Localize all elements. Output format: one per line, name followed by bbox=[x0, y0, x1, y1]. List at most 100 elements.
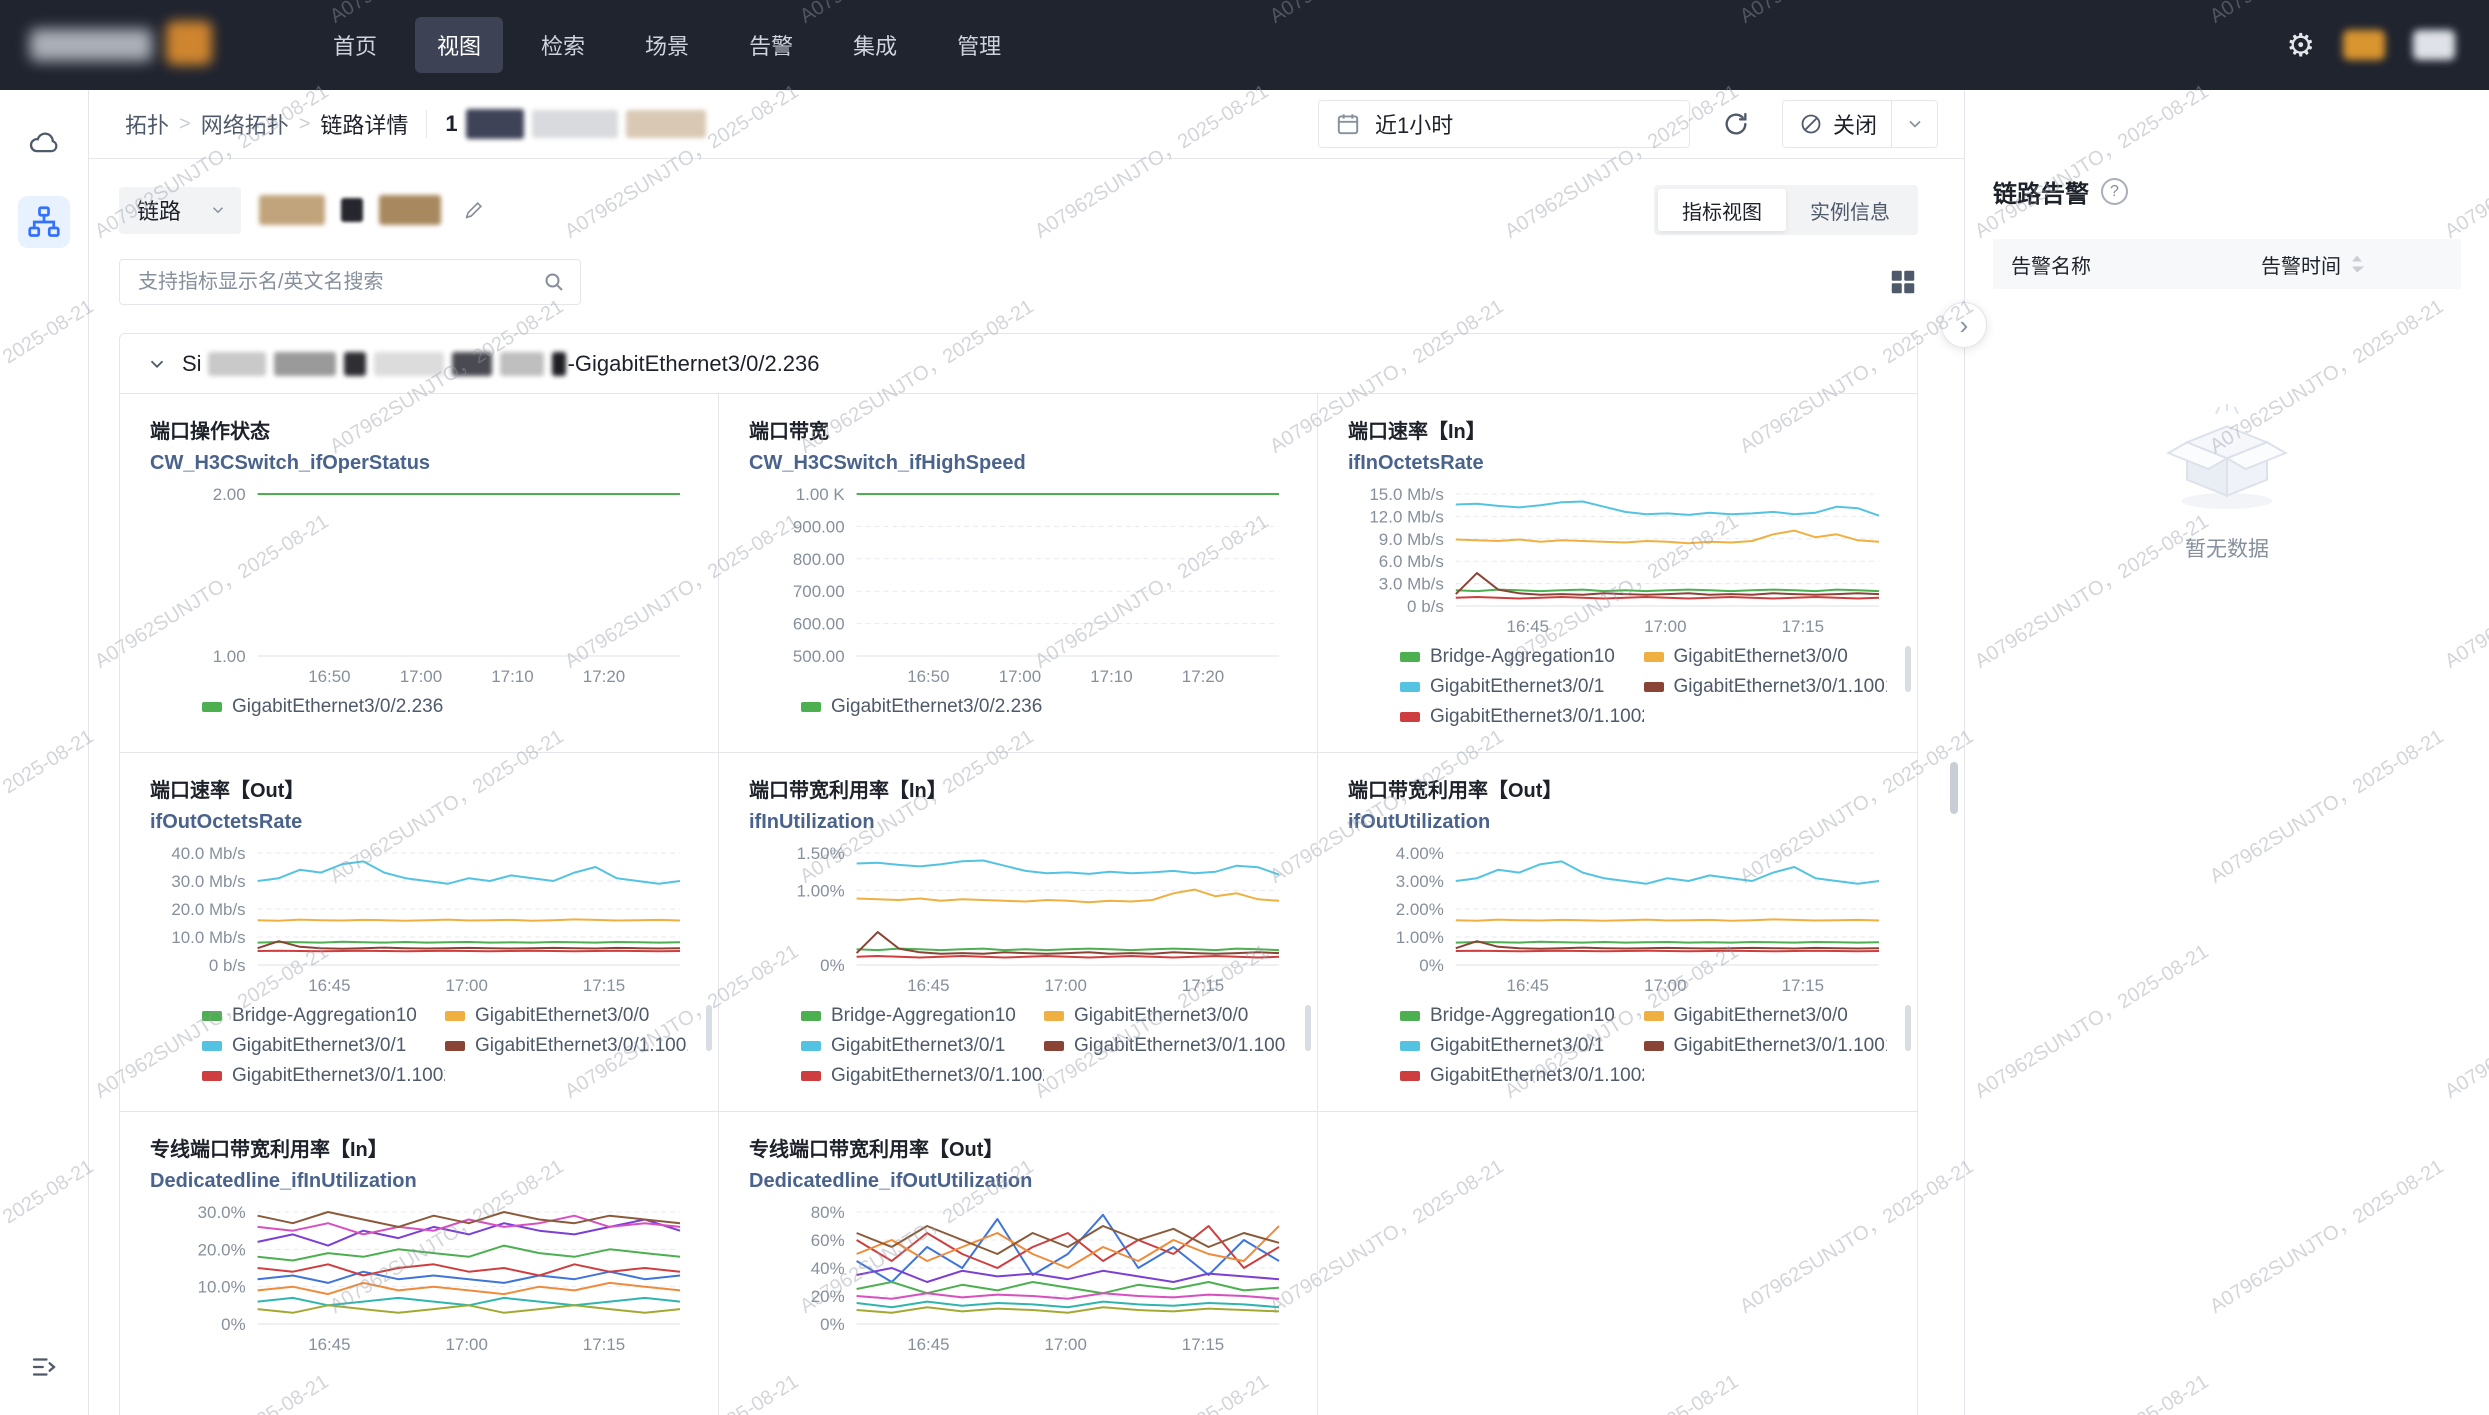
chart-subtitle: ifInUtilization bbox=[749, 811, 875, 833]
main-scrollbar-thumb[interactable] bbox=[1950, 762, 1958, 814]
close-dropdown-caret[interactable] bbox=[1891, 101, 1937, 147]
nav-item[interactable]: 集成 bbox=[853, 34, 898, 59]
time-range-picker[interactable]: 近1小时 bbox=[1317, 100, 1690, 148]
legend-item[interactable]: GigabitEthernet3/0/1.1002 bbox=[1400, 704, 1644, 729]
legend-item[interactable]: GigabitEthernet3/0/0 bbox=[1044, 1003, 1287, 1028]
settings-gear-icon[interactable]: ⚙ bbox=[2286, 26, 2315, 64]
legend-item[interactable]: Bridge-Aggregation10 bbox=[1400, 1003, 1644, 1028]
legend-item[interactable]: GigabitEthernet3/0/1 bbox=[1400, 1033, 1644, 1058]
legend-marker bbox=[1044, 1040, 1064, 1051]
nav-item[interactable]: 视图 bbox=[415, 17, 504, 73]
svg-text:9.0 Mb/s: 9.0 Mb/s bbox=[1379, 530, 1444, 549]
edit-pencil-icon[interactable] bbox=[463, 199, 485, 221]
legend-item[interactable]: GigabitEthernet3/0/1.1002 bbox=[801, 1063, 1044, 1088]
view-mode-tabs: 指标视图 实例信息 bbox=[1654, 185, 1918, 235]
tab-metric-view[interactable]: 指标视图 bbox=[1658, 189, 1786, 231]
legend-item[interactable]: Bridge-Aggregation10 bbox=[202, 1003, 445, 1028]
legend-item[interactable]: GigabitEthernet3/0/1 bbox=[202, 1033, 445, 1058]
chart-title: 端口带宽 bbox=[749, 421, 829, 443]
svg-text:700.00: 700.00 bbox=[793, 582, 845, 601]
chart-canvas: 2.00 1.00 16:50 17:00 17:10 17:20 bbox=[213, 486, 681, 686]
nav-item[interactable]: 管理 bbox=[957, 34, 1002, 59]
legend-item[interactable]: GigabitEthernet3/0/0 bbox=[445, 1003, 688, 1028]
legend-item[interactable]: Bridge-Aggregation10 bbox=[801, 1003, 1044, 1028]
legend-label: GigabitEthernet3/0/1.1001 bbox=[475, 1035, 688, 1056]
legend-label: GigabitEthernet3/0/1.1002 bbox=[831, 1065, 1044, 1086]
svg-text:40.0 Mb/s: 40.0 Mb/s bbox=[171, 845, 245, 863]
username-redacted[interactable] bbox=[2413, 30, 2455, 60]
breadcrumb-item[interactable]: 拓扑 bbox=[125, 113, 170, 138]
legend-item[interactable]: GigabitEthernet3/0/1.1002 bbox=[1400, 1063, 1644, 1088]
sidebar-collapse-button[interactable] bbox=[18, 1341, 70, 1393]
endpoint-redacted bbox=[341, 198, 364, 222]
chart-legend: Bridge-Aggregation10 GigabitEthernet3/0/0… bbox=[150, 1003, 712, 1093]
chart-subtitle: ifInOctetsRate bbox=[1348, 452, 1484, 474]
legend-item[interactable]: GigabitEthernet3/0/1.1001 bbox=[1643, 674, 1887, 699]
svg-text:20%: 20% bbox=[811, 1287, 845, 1306]
sidebar-item-overview[interactable] bbox=[18, 118, 70, 170]
toolbar-right: 近1小时 关闭 bbox=[1317, 100, 1938, 148]
svg-text:10.0%: 10.0% bbox=[198, 1278, 246, 1297]
chart-title: 端口带宽利用率【In】 bbox=[749, 780, 947, 802]
svg-text:1.00 K: 1.00 K bbox=[796, 486, 846, 504]
close-button-label: 关闭 bbox=[1832, 113, 1877, 138]
legend-item[interactable]: GigabitEthernet3/0/1.1001 bbox=[1643, 1033, 1887, 1058]
legend-item[interactable]: GigabitEthernet3/0/1.1001 bbox=[445, 1033, 688, 1058]
nav-item[interactable]: 检索 bbox=[541, 34, 586, 59]
legend-marker bbox=[1044, 1010, 1064, 1021]
svg-text:500.00: 500.00 bbox=[793, 647, 845, 666]
legend-scrollbar[interactable] bbox=[1305, 1005, 1311, 1051]
legend-marker bbox=[1400, 1070, 1420, 1081]
avatar-redacted[interactable] bbox=[2343, 30, 2385, 60]
link-type-select[interactable]: 链路 bbox=[119, 186, 242, 234]
search-icon[interactable] bbox=[542, 270, 566, 294]
legend-item[interactable]: GigabitEthernet3/0/2.236 bbox=[801, 694, 1044, 719]
svg-text:17:15: 17:15 bbox=[1182, 976, 1224, 995]
svg-text:17:15: 17:15 bbox=[1782, 976, 1824, 995]
panel-expand-handle[interactable]: › bbox=[1941, 302, 1987, 348]
legend-item[interactable]: GigabitEthernet3/0/2.236 bbox=[202, 694, 445, 719]
tab-instance-info[interactable]: 实例信息 bbox=[1810, 201, 1890, 224]
alerts-column-name: 告警名称 bbox=[2011, 255, 2091, 278]
legend-item[interactable]: GigabitEthernet3/0/0 bbox=[1643, 644, 1888, 669]
alerts-column-time[interactable]: 告警时间 bbox=[2261, 250, 2365, 279]
svg-text:17:00: 17:00 bbox=[400, 667, 442, 686]
svg-text:17:00: 17:00 bbox=[1644, 617, 1686, 636]
close-button[interactable]: 关闭 bbox=[1781, 100, 1938, 148]
legend-marker bbox=[1400, 651, 1420, 662]
nav-item[interactable]: 告警 bbox=[749, 34, 794, 59]
legend-marker bbox=[445, 1040, 465, 1051]
svg-text:16:45: 16:45 bbox=[907, 1335, 949, 1354]
nav-item[interactable]: 首页 bbox=[333, 34, 378, 59]
svg-text:0%: 0% bbox=[1419, 956, 1444, 975]
legend-scrollbar[interactable] bbox=[1905, 646, 1911, 692]
legend-item[interactable]: GigabitEthernet3/0/1.1001 bbox=[1044, 1033, 1287, 1058]
legend-marker bbox=[1400, 1040, 1420, 1051]
chart-subtitle: ifOutUtilization bbox=[1348, 811, 1491, 833]
svg-text:40%: 40% bbox=[811, 1259, 845, 1278]
legend-label: Bridge-Aggregation10 bbox=[1430, 1005, 1615, 1026]
legend-item[interactable]: GigabitEthernet3/0/1 bbox=[1400, 674, 1644, 699]
legend-item[interactable]: Bridge-Aggregation10 bbox=[1400, 644, 1644, 669]
sidebar-item-topology[interactable] bbox=[18, 196, 70, 248]
legend-item[interactable]: GigabitEthernet3/0/1.1002 bbox=[202, 1063, 445, 1088]
refresh-button[interactable] bbox=[1714, 102, 1758, 146]
endpoint-redacted bbox=[259, 195, 326, 225]
help-icon[interactable]: ? bbox=[2101, 178, 2128, 205]
legend-scrollbar[interactable] bbox=[1905, 1005, 1911, 1051]
card-layout-button[interactable] bbox=[1888, 267, 1918, 297]
breadcrumb-item[interactable]: 链路详情 bbox=[320, 113, 409, 138]
nav-item[interactable]: 场景 bbox=[645, 34, 690, 59]
chart-card: 端口带宽利用率【Out】 ifOutUtilization 4.00% 3.00% 2.… bbox=[1318, 752, 1917, 1111]
breadcrumb-item[interactable]: 网络拓扑 bbox=[200, 113, 289, 138]
legend-scrollbar[interactable] bbox=[706, 1005, 712, 1051]
chart-title: 端口带宽利用率【Out】 bbox=[1348, 780, 1563, 802]
section-header[interactable]: Si -GigabitEthernet3/0/2.236 bbox=[120, 334, 1917, 394]
empty-grid-cell bbox=[1318, 1111, 1917, 1415]
panel-title: 链路告警 bbox=[1993, 181, 2089, 208]
metric-search-input[interactable] bbox=[138, 270, 542, 294]
search-row bbox=[119, 259, 1918, 305]
legend-item[interactable]: GigabitEthernet3/0/1 bbox=[801, 1033, 1044, 1058]
breadcrumb-separator: > bbox=[179, 112, 191, 135]
legend-item[interactable]: GigabitEthernet3/0/0 bbox=[1643, 1003, 1888, 1028]
